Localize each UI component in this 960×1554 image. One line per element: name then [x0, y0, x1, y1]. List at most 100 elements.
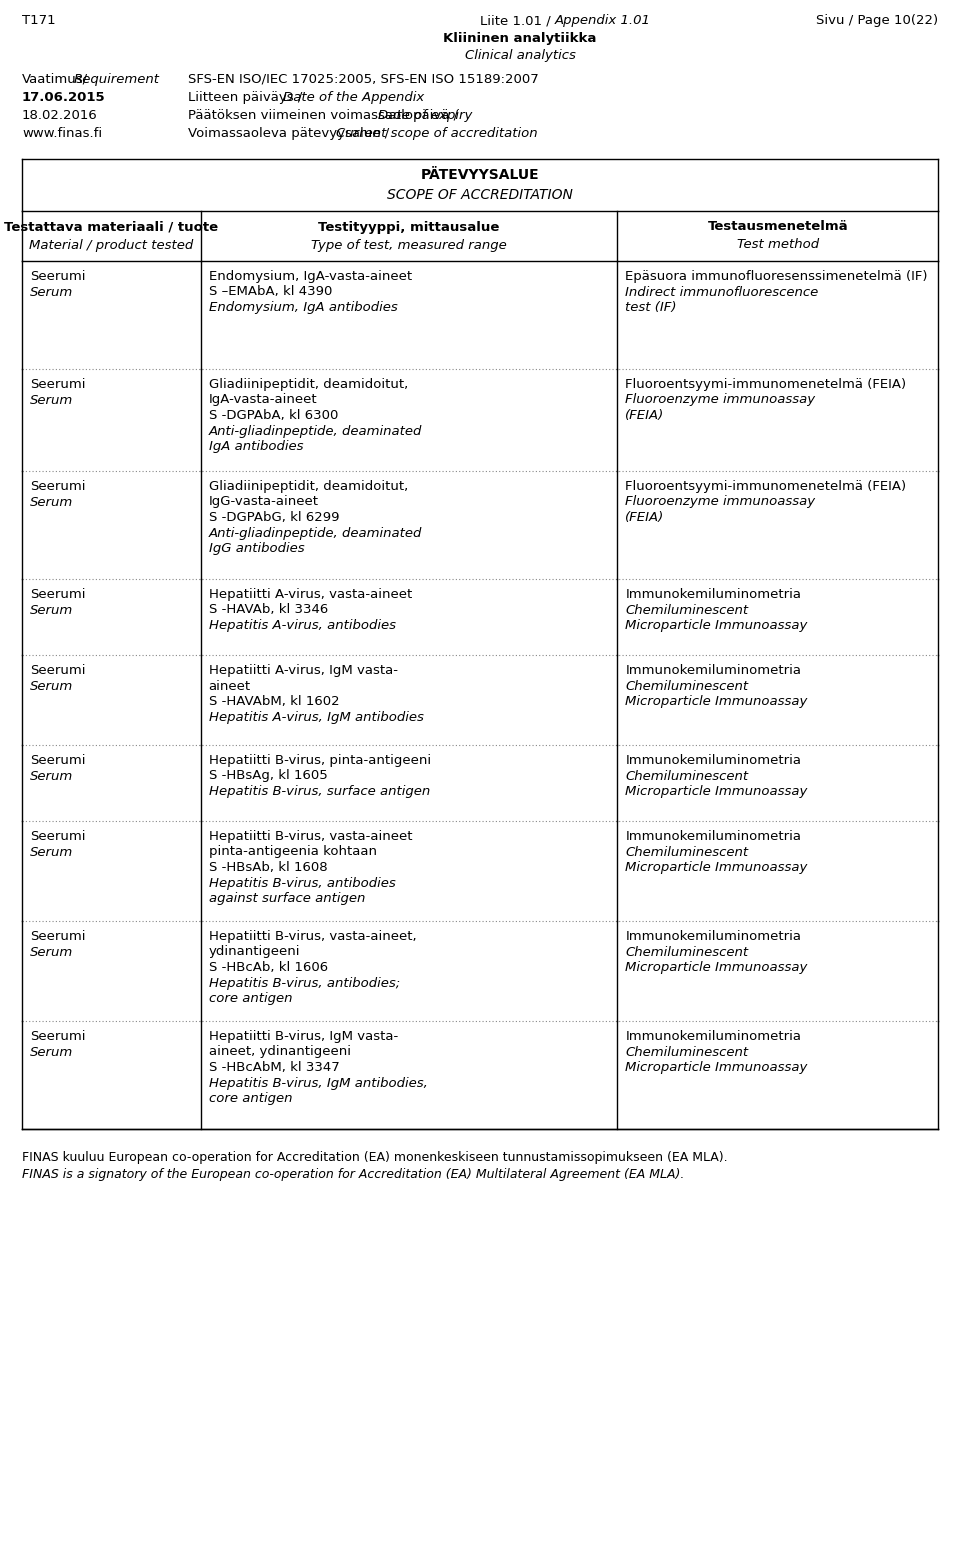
Text: Clinical analytics: Clinical analytics	[465, 50, 575, 62]
Text: Seerumi: Seerumi	[30, 378, 85, 392]
Text: S -HBcAbM, kl 3347: S -HBcAbM, kl 3347	[208, 1061, 340, 1074]
Text: Hepatiitti A-virus, IgM vasta-: Hepatiitti A-virus, IgM vasta-	[208, 664, 397, 678]
Text: IgG-vasta-aineet: IgG-vasta-aineet	[208, 496, 319, 508]
Text: Appendix 1.01: Appendix 1.01	[555, 14, 651, 26]
Text: Chemiluminescent: Chemiluminescent	[625, 603, 749, 617]
Text: Microparticle Immunoassay: Microparticle Immunoassay	[625, 1061, 807, 1074]
Text: aineet, ydinantigeeni: aineet, ydinantigeeni	[208, 1046, 350, 1058]
Text: Seerumi: Seerumi	[30, 830, 85, 842]
Text: Chemiluminescent: Chemiluminescent	[625, 1046, 749, 1058]
Text: Anti-gliadinpeptide, deaminated: Anti-gliadinpeptide, deaminated	[208, 527, 422, 539]
Text: Seerumi: Seerumi	[30, 929, 85, 943]
Text: Fluoroentsyymi-immunomenetelmä (FEIA): Fluoroentsyymi-immunomenetelmä (FEIA)	[625, 480, 906, 493]
Text: www.finas.fi: www.finas.fi	[22, 127, 102, 140]
Text: Hepatitis A-virus, antibodies: Hepatitis A-virus, antibodies	[208, 618, 396, 632]
Text: 18.02.2016: 18.02.2016	[22, 109, 98, 123]
Text: Hepatitis B-virus, antibodies;: Hepatitis B-virus, antibodies;	[208, 976, 400, 990]
Text: Serum: Serum	[30, 845, 73, 858]
Text: T171: T171	[22, 14, 56, 26]
Text: Gliadiinipeptidit, deamidoitut,: Gliadiinipeptidit, deamidoitut,	[208, 378, 408, 392]
Text: Seerumi: Seerumi	[30, 270, 85, 283]
Text: core antigen: core antigen	[208, 1092, 292, 1105]
Text: Hepatitis B-virus, IgM antibodies,: Hepatitis B-virus, IgM antibodies,	[208, 1077, 427, 1089]
Text: Endomysium, IgA antibodies: Endomysium, IgA antibodies	[208, 301, 397, 314]
Text: Chemiluminescent: Chemiluminescent	[625, 845, 749, 858]
Text: Immunokemiluminometria: Immunokemiluminometria	[625, 664, 802, 678]
Text: SFS-EN ISO/IEC 17025:2005, SFS-EN ISO 15189:2007: SFS-EN ISO/IEC 17025:2005, SFS-EN ISO 15…	[188, 73, 539, 85]
Text: Hepatitis B-virus, surface antigen: Hepatitis B-virus, surface antigen	[208, 785, 430, 799]
Text: Hepatiitti B-virus, vasta-aineet,: Hepatiitti B-virus, vasta-aineet,	[208, 929, 417, 943]
Text: Microparticle Immunoassay: Microparticle Immunoassay	[625, 785, 807, 799]
Text: Microparticle Immunoassay: Microparticle Immunoassay	[625, 618, 807, 632]
Text: S -DGPAbG, kl 6299: S -DGPAbG, kl 6299	[208, 511, 339, 524]
Text: S -HBcAb, kl 1606: S -HBcAb, kl 1606	[208, 960, 327, 974]
Text: Testattava materiaali / tuote: Testattava materiaali / tuote	[4, 221, 218, 233]
Text: Seerumi: Seerumi	[30, 664, 85, 678]
Text: Hepatitis A-virus, IgM antibodies: Hepatitis A-virus, IgM antibodies	[208, 710, 423, 724]
Text: Serum: Serum	[30, 603, 73, 617]
Text: Epäsuora immunofluoresenssimenetelmä (IF): Epäsuora immunofluoresenssimenetelmä (IF…	[625, 270, 928, 283]
Text: Chemiluminescent: Chemiluminescent	[625, 769, 749, 783]
Text: aineet: aineet	[208, 679, 251, 693]
Text: Fluoroenzyme immunoassay: Fluoroenzyme immunoassay	[625, 393, 816, 407]
Text: PÄTEVYYSALUE: PÄTEVYYSALUE	[420, 168, 540, 182]
Text: test (IF): test (IF)	[625, 301, 677, 314]
Text: Sivu / Page 10(22): Sivu / Page 10(22)	[816, 14, 938, 26]
Text: Microparticle Immunoassay: Microparticle Immunoassay	[625, 960, 807, 974]
Text: Fluoroentsyymi-immunomenetelmä (FEIA): Fluoroentsyymi-immunomenetelmä (FEIA)	[625, 378, 906, 392]
Text: Material / product tested: Material / product tested	[29, 238, 193, 252]
Text: Immunokemiluminometria: Immunokemiluminometria	[625, 929, 802, 943]
Text: Microparticle Immunoassay: Microparticle Immunoassay	[625, 861, 807, 873]
Text: Seerumi: Seerumi	[30, 587, 85, 601]
Text: Indirect immunofluorescence: Indirect immunofluorescence	[625, 286, 819, 298]
Text: Päätöksen viimeinen voimassaolopäivä /: Päätöksen viimeinen voimassaolopäivä /	[188, 109, 463, 123]
Text: Liite 1.01 /: Liite 1.01 /	[480, 14, 555, 26]
Text: Serum: Serum	[30, 945, 73, 959]
Text: S -HAVAb, kl 3346: S -HAVAb, kl 3346	[208, 603, 328, 617]
Text: Chemiluminescent: Chemiluminescent	[625, 679, 749, 693]
Text: Chemiluminescent: Chemiluminescent	[625, 945, 749, 959]
Text: Type of test, measured range: Type of test, measured range	[311, 238, 507, 252]
Text: Serum: Serum	[30, 679, 73, 693]
Text: Vaatimus/: Vaatimus/	[22, 73, 88, 85]
Text: Seerumi: Seerumi	[30, 754, 85, 768]
Text: Serum: Serum	[30, 1046, 73, 1058]
Text: Microparticle Immunoassay: Microparticle Immunoassay	[625, 695, 807, 709]
Text: Anti-gliadinpeptide, deaminated: Anti-gliadinpeptide, deaminated	[208, 424, 422, 438]
Text: Date of expiry: Date of expiry	[378, 109, 472, 123]
Text: IgA antibodies: IgA antibodies	[208, 440, 303, 454]
Text: S -HAVAbM, kl 1602: S -HAVAbM, kl 1602	[208, 695, 339, 709]
Text: Seerumi: Seerumi	[30, 480, 85, 493]
Text: Hepatiitti B-virus, IgM vasta-: Hepatiitti B-virus, IgM vasta-	[208, 1030, 397, 1043]
Text: Serum: Serum	[30, 496, 73, 508]
Text: Immunokemiluminometria: Immunokemiluminometria	[625, 587, 802, 601]
Text: S -HBsAg, kl 1605: S -HBsAg, kl 1605	[208, 769, 327, 783]
Text: core antigen: core antigen	[208, 991, 292, 1005]
Text: SCOPE OF ACCREDITATION: SCOPE OF ACCREDITATION	[387, 188, 573, 202]
Text: Gliadiinipeptidit, deamidoitut,: Gliadiinipeptidit, deamidoitut,	[208, 480, 408, 493]
Text: Immunokemiluminometria: Immunokemiluminometria	[625, 830, 802, 842]
Text: IgA-vasta-aineet: IgA-vasta-aineet	[208, 393, 317, 407]
Text: against surface antigen: against surface antigen	[208, 892, 365, 904]
Text: S -HBsAb, kl 1608: S -HBsAb, kl 1608	[208, 861, 327, 873]
Text: Endomysium, IgA-vasta-aineet: Endomysium, IgA-vasta-aineet	[208, 270, 412, 283]
Text: Hepatitis B-virus, antibodies: Hepatitis B-virus, antibodies	[208, 876, 396, 889]
Text: pinta-antigeenia kohtaan: pinta-antigeenia kohtaan	[208, 845, 376, 858]
Text: Immunokemiluminometria: Immunokemiluminometria	[625, 754, 802, 768]
Text: ydinantigeeni: ydinantigeeni	[208, 945, 300, 959]
Text: S -DGPAbA, kl 6300: S -DGPAbA, kl 6300	[208, 409, 338, 423]
Text: Voimassaoleva pätevyysalue /: Voimassaoleva pätevyysalue /	[188, 127, 394, 140]
Text: Date of the Appendix: Date of the Appendix	[283, 92, 424, 104]
Text: Kliininen analytiikka: Kliininen analytiikka	[444, 33, 597, 45]
Text: Liitteen päiväys /: Liitteen päiväys /	[188, 92, 306, 104]
Text: 17.06.2015: 17.06.2015	[22, 92, 106, 104]
Text: Testityyppi, mittausalue: Testityyppi, mittausalue	[319, 221, 500, 233]
Text: Seerumi: Seerumi	[30, 1030, 85, 1043]
Text: IgG antibodies: IgG antibodies	[208, 542, 304, 555]
Text: Serum: Serum	[30, 286, 73, 298]
Text: Immunokemiluminometria: Immunokemiluminometria	[625, 1030, 802, 1043]
Text: Serum: Serum	[30, 393, 73, 407]
Text: FINAS is a signatory of the European co-operation for Accreditation (EA) Multila: FINAS is a signatory of the European co-…	[22, 1169, 684, 1181]
Text: Hepatiitti B-virus, pinta-antigeeni: Hepatiitti B-virus, pinta-antigeeni	[208, 754, 431, 768]
Text: Requirement: Requirement	[74, 73, 160, 85]
